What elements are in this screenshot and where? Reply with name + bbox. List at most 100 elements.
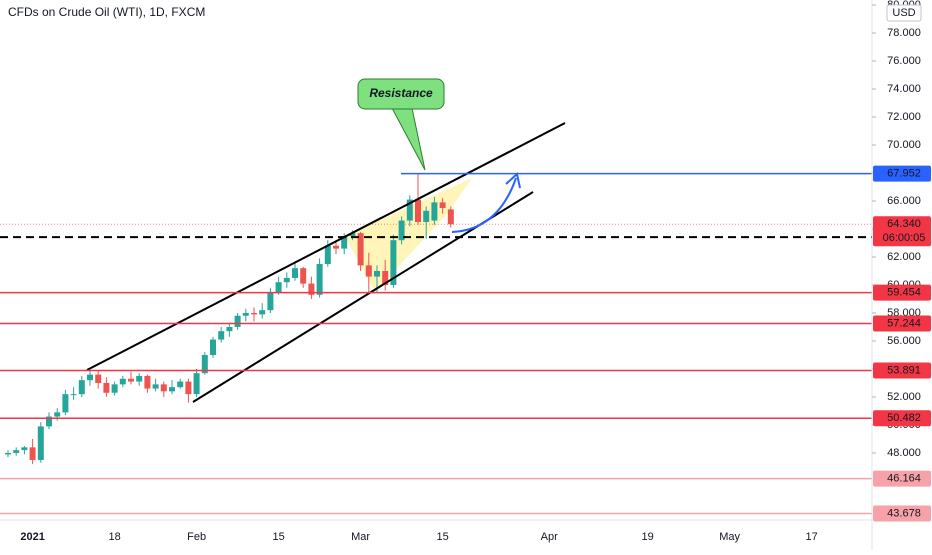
candle-body	[193, 373, 200, 395]
candle-body	[119, 378, 126, 385]
candle-body	[218, 331, 225, 340]
candle-body	[251, 312, 257, 315]
x-tick-label: 15	[436, 531, 448, 543]
x-tick-label: 17	[805, 531, 817, 543]
candle-body	[431, 202, 438, 221]
price-tag	[873, 315, 931, 332]
candle-body	[70, 394, 77, 396]
price-tag	[873, 505, 931, 522]
currency[interactable]: USD	[892, 7, 915, 19]
candle-body	[95, 374, 102, 383]
candle-body	[210, 339, 216, 355]
candle-body	[341, 235, 348, 249]
candle-body	[357, 233, 364, 266]
price-tag	[873, 470, 931, 487]
candle-body	[324, 245, 331, 264]
projection-arrow	[451, 177, 517, 233]
countdown: 06:00:05	[883, 232, 926, 244]
x-tick-label: 15	[272, 531, 284, 543]
candle-body	[292, 268, 298, 278]
candle-body	[447, 209, 454, 225]
last-price-tag	[873, 216, 931, 247]
callout-text: Resistance	[369, 86, 433, 100]
price-tag	[873, 410, 931, 427]
candle-body	[283, 277, 290, 283]
price-tag	[873, 362, 931, 379]
candle-body	[103, 382, 110, 393]
x-tick-label: 18	[108, 531, 120, 543]
axis-layer: 48.00050.00052.00054.00056.00058.00060.0…	[20, 0, 920, 543]
price-tag-label: 59.454	[887, 287, 921, 299]
y-tick-label: 74.000	[887, 83, 921, 95]
drawings: Resistance	[0, 78, 872, 515]
x-tick-label: May	[719, 531, 740, 543]
plot-area	[0, 173, 872, 465]
price-tag	[873, 165, 931, 182]
candle-body	[226, 326, 233, 332]
x-tick-label: Apr	[541, 531, 558, 543]
candle-body	[365, 265, 372, 277]
candle-body	[234, 315, 241, 327]
candle-body	[128, 378, 134, 382]
candle-body	[46, 416, 52, 427]
candle-body	[398, 220, 405, 241]
channel-upper	[86, 122, 566, 371]
price-tag-label: 53.891	[887, 364, 921, 376]
candle-body	[185, 381, 192, 395]
candle-body	[300, 268, 307, 284]
price-tag-label: 57.244	[887, 317, 921, 329]
candle-body	[374, 270, 380, 277]
candle-body	[144, 375, 151, 389]
candle-body	[87, 374, 93, 381]
y-tick-label: 62.000	[887, 251, 921, 263]
candle-body	[439, 202, 446, 208]
y-tick-label: 72.000	[887, 111, 921, 123]
candle-body	[382, 270, 389, 285]
candle-body	[316, 263, 323, 295]
callout-box	[357, 78, 445, 110]
candle-body	[275, 282, 282, 292]
price-axis	[872, 0, 932, 550]
candle-body	[21, 447, 28, 451]
candle-body	[406, 199, 413, 221]
candle-body	[54, 412, 61, 417]
price-tag	[873, 284, 931, 301]
candle-body	[349, 233, 356, 236]
candle-body	[160, 384, 167, 392]
currency-box[interactable]	[886, 4, 922, 22]
y-tick-label: 78.000	[887, 27, 921, 39]
y-tick-label: 70.000	[887, 139, 921, 151]
candle-body	[308, 283, 315, 295]
candle-body	[78, 380, 85, 395]
price-tag-label: 43.678	[887, 507, 921, 519]
y-tick-label: 48.000	[887, 447, 921, 459]
candle-body	[169, 387, 175, 392]
candle-body	[5, 452, 11, 455]
x-tick-label: 19	[641, 531, 653, 543]
candle-body	[390, 240, 397, 285]
price-tag-label: 50.482	[887, 412, 921, 424]
last-price-label: 64.340	[887, 218, 921, 230]
candle-body	[152, 384, 159, 389]
candle-body	[267, 291, 274, 311]
candle-body	[201, 354, 208, 374]
candle-body	[259, 310, 266, 315]
candle-body	[415, 199, 421, 222]
candle-body	[177, 381, 184, 388]
y-tick-label: 76.000	[887, 55, 921, 67]
candle-body	[111, 384, 118, 393]
candle-body	[136, 375, 143, 382]
x-tick-label: Feb	[187, 531, 206, 543]
candle-body	[333, 245, 339, 249]
y-tick-label: 66.000	[887, 195, 921, 207]
candle-body	[29, 447, 36, 460]
candle-body	[423, 210, 430, 222]
candle-body	[37, 426, 44, 460]
y-tick-label: 52.000	[887, 391, 921, 403]
chart-title: CFDs on Crude Oil (WTI), 1D, FXCM	[8, 5, 205, 19]
y-tick-label: 56.000	[887, 335, 921, 347]
price-tag-label: 67.952	[887, 168, 921, 180]
candle-body	[242, 312, 249, 316]
